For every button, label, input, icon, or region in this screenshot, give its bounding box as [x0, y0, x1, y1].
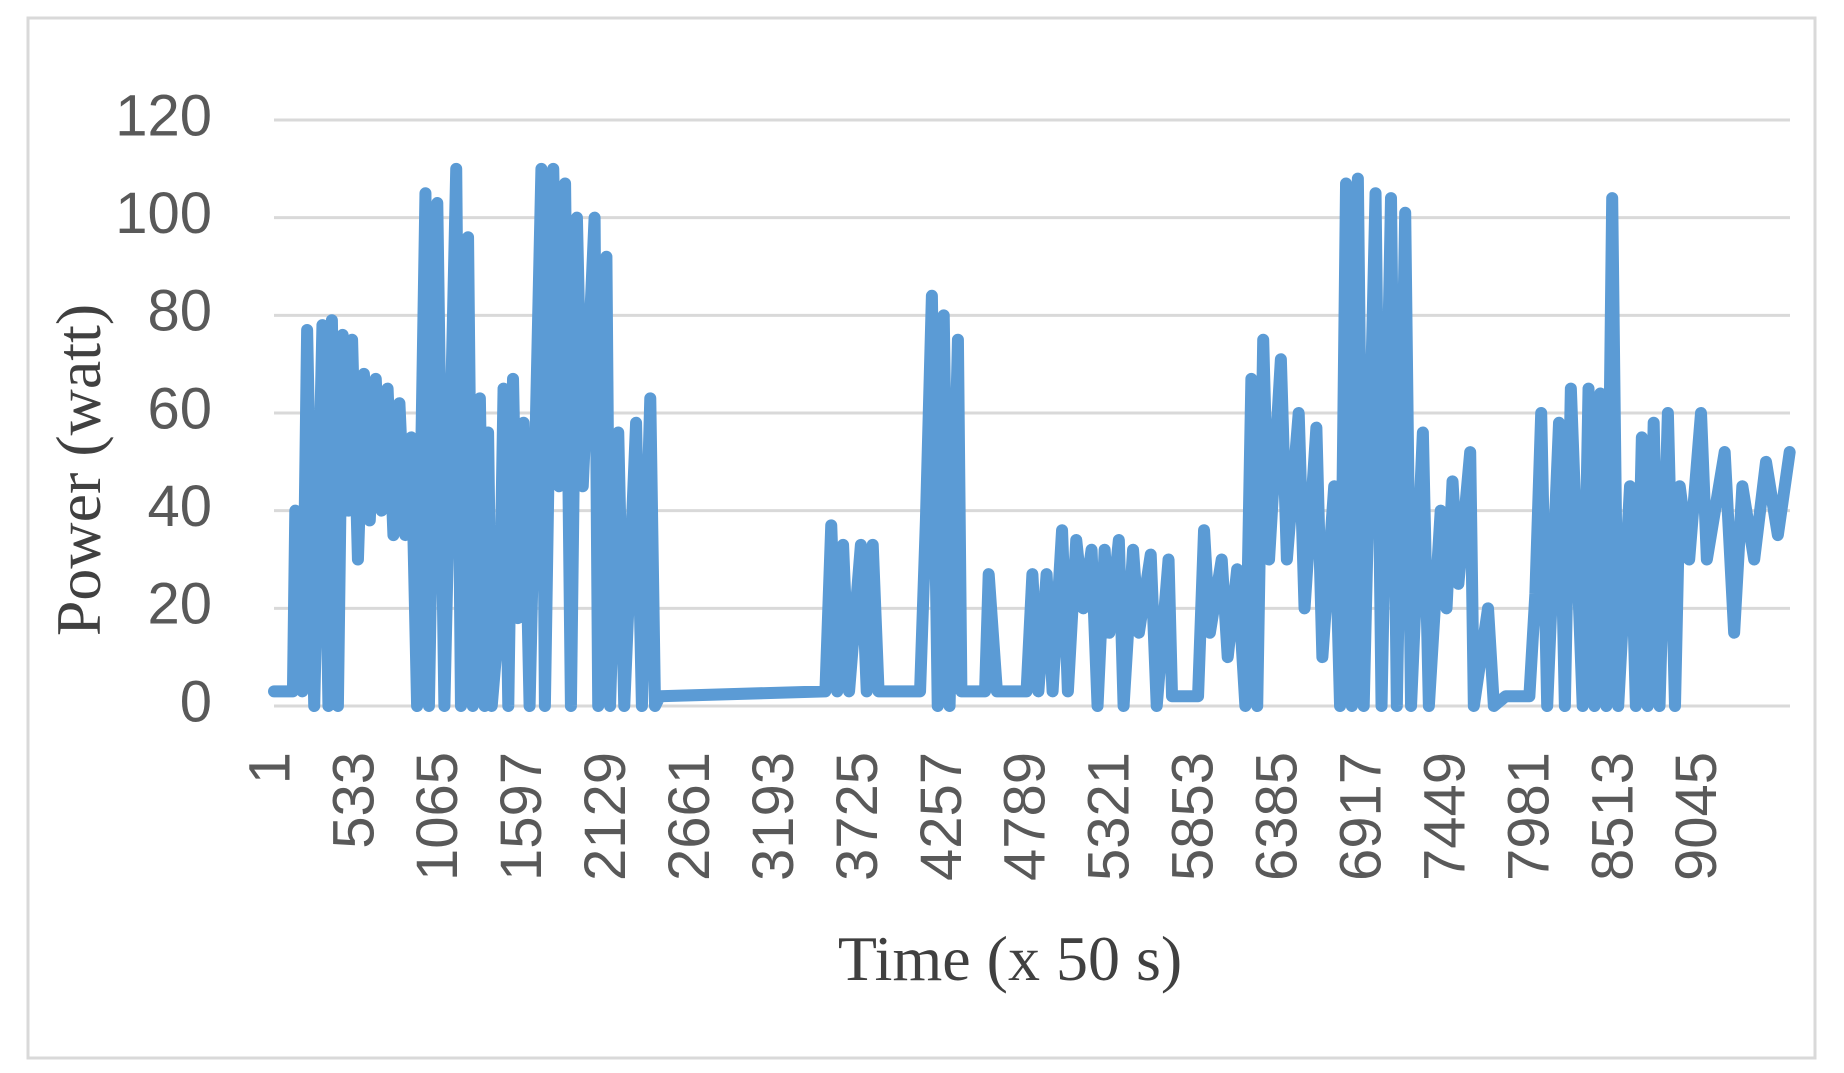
data-line	[268, 162, 1796, 712]
x-axis-title: Time (x 50 s)	[838, 923, 1182, 994]
y-tick-label: 80	[147, 279, 212, 344]
y-tick-label: 120	[115, 83, 212, 148]
x-tick-label: 7449	[1412, 752, 1477, 881]
x-tick-label: 7981	[1496, 752, 1561, 881]
x-tick-label: 2129	[573, 752, 638, 881]
x-tick-label: 4789	[993, 752, 1058, 881]
y-tick-label: 100	[115, 181, 212, 246]
x-tick-label: 5853	[1161, 752, 1226, 881]
x-tick-label: 6917	[1328, 752, 1393, 881]
x-tick-label: 8513	[1580, 752, 1645, 881]
x-tick-label: 3193	[741, 752, 806, 881]
x-tick-label: 6385	[1245, 752, 1310, 881]
y-tick-label: 20	[147, 572, 212, 637]
y-axis-title: Power (watt)	[43, 304, 114, 636]
x-tick-label: 9045	[1664, 752, 1729, 881]
x-tick-label: 5321	[1077, 752, 1142, 881]
y-tick-label: 40	[147, 474, 212, 539]
x-tick-label: 3725	[825, 752, 890, 881]
y-tick-label: 60	[147, 376, 212, 441]
x-tick-label: 4257	[909, 752, 974, 881]
x-tick-label: 1065	[405, 752, 470, 881]
y-tick-label: 0	[180, 669, 212, 734]
x-tick-label: 1597	[489, 752, 554, 881]
x-tick-label: 1	[237, 752, 302, 784]
x-tick-label: 2661	[657, 752, 722, 881]
x-tick-label: 533	[321, 752, 386, 849]
